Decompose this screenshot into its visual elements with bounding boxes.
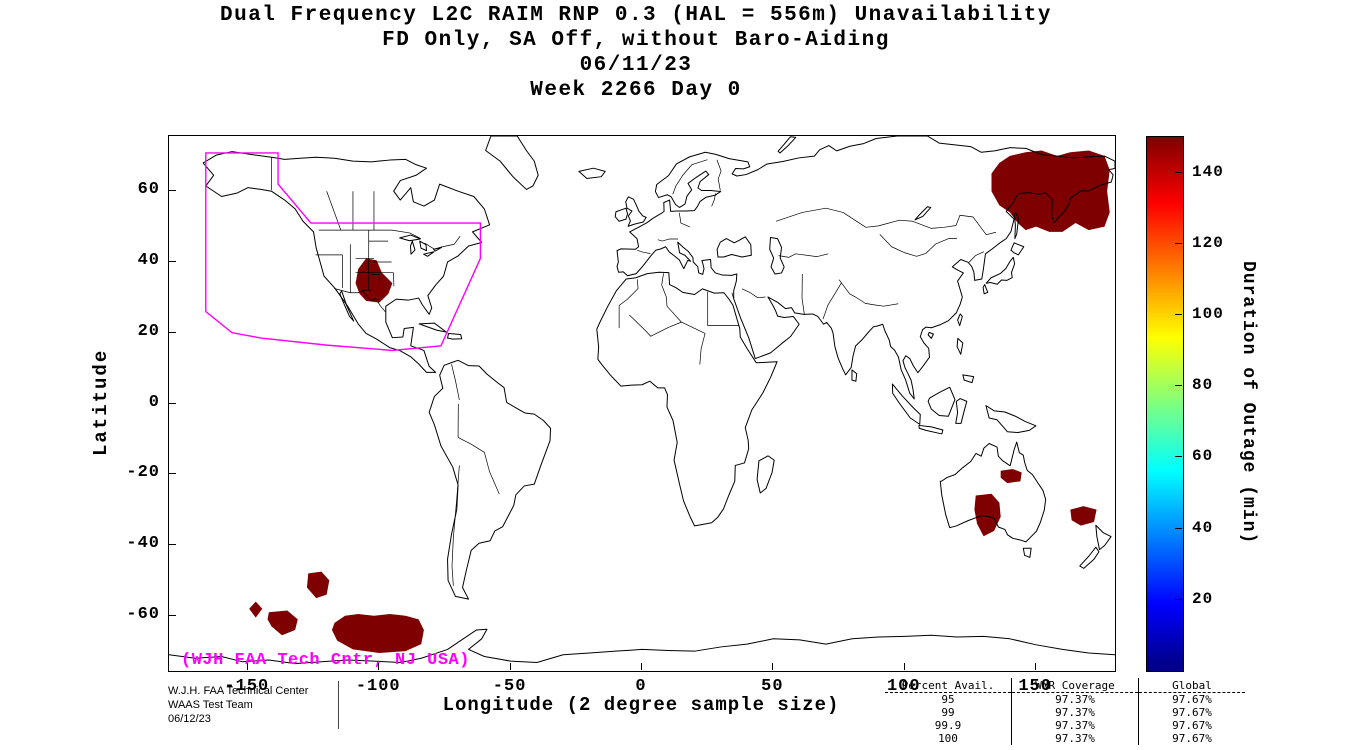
country-borders (271, 157, 995, 585)
x-tick-mark (378, 663, 380, 670)
outage-region (974, 493, 1001, 537)
y-tick-label: -20 (126, 463, 160, 483)
coastline-layer (169, 136, 1115, 664)
outage-layer (249, 150, 1110, 653)
outage-region (991, 150, 1110, 232)
x-tick-label: -150 (224, 677, 270, 696)
outage-region (267, 610, 298, 636)
colorbar-label: Duration of Outage (min) (1238, 260, 1258, 545)
colorbar-tick-label: 120 (1192, 233, 1224, 252)
y-tick-mark (169, 614, 176, 616)
y-axis-label: Latitude (90, 348, 112, 457)
colorbar-tick-label: 100 (1192, 305, 1224, 323)
outage-region (331, 614, 424, 653)
table-cell: 97.37% (1011, 732, 1139, 745)
table-cell: 97.37% (1011, 706, 1139, 719)
y-tick-mark (169, 190, 176, 192)
x-tick-label: 100 (886, 677, 921, 696)
table-cell: 99.9 (934, 719, 962, 732)
x-tick-mark (903, 663, 905, 670)
table-cell: 97.37% (1011, 719, 1139, 732)
colorbar-tick-label: 40 (1192, 518, 1214, 537)
table-cell: 97.67% (1138, 706, 1245, 719)
y-tick-mark (169, 331, 176, 333)
footer-credit-line-3: 06/12/23 (168, 713, 211, 725)
world-map (169, 136, 1115, 671)
y-tick-mark (169, 260, 176, 262)
colorbar-tick-label: 60 (1192, 447, 1214, 466)
map-annotation: (WJH FAA Tech Cntr, NJ USA) (181, 651, 470, 670)
x-tick-mark (509, 663, 511, 670)
table-cell: 97.37% (1011, 692, 1139, 706)
x-tick-label: -50 (492, 677, 527, 696)
x-tick-label: 50 (761, 677, 784, 696)
table-cell: 99 (941, 706, 955, 719)
colorbar-tick-label: 140 (1192, 162, 1224, 181)
x-tick-mark (246, 663, 248, 670)
footer-divider (338, 681, 339, 729)
table-row: 100 97.37% 97.67% (885, 732, 1245, 745)
table-header: WNR Coverage (1011, 678, 1139, 693)
x-tick-mark (772, 663, 774, 670)
outage-region (249, 601, 263, 618)
colorbar-tick-mark (1175, 598, 1182, 600)
availability-table: Percent Avail. WNR Coverage Global 95 97.37%… (885, 678, 1245, 745)
table-cell: 97.67% (1138, 732, 1245, 745)
x-tick-label: 0 (635, 677, 647, 696)
title-line-3: 06/11/23 (579, 54, 693, 77)
waas-service-boundary (206, 153, 481, 350)
colorbar-tick-mark (1175, 456, 1182, 458)
table-row: 99 97.37% 97.67% (885, 706, 1245, 719)
colorbar-tick-mark (1175, 385, 1182, 387)
outage-region (1070, 506, 1097, 526)
y-tick-mark (169, 544, 176, 546)
table-cell: 100 (938, 732, 958, 745)
colorbar-tick-mark (1175, 171, 1182, 173)
map-plot-area: (WJH FAA Tech Cntr, NJ USA) (168, 135, 1116, 672)
figure-title: Dual Frequency L2C RAIM RNP 0.3 (HAL = 5… (0, 3, 1272, 103)
colorbar (1146, 136, 1184, 672)
table-cell: 97.67% (1138, 692, 1245, 706)
y-tick-label: -40 (126, 534, 160, 554)
x-tick-mark (1035, 663, 1037, 670)
table-header: Percent Avail. (885, 678, 1012, 693)
y-tick-label: 0 (148, 392, 160, 412)
waas-boundary-layer (206, 153, 481, 350)
x-tick-label: -100 (355, 677, 401, 696)
colorbar-tick-mark (1175, 242, 1182, 244)
colorbar-tick-mark (1175, 314, 1182, 315)
table-cell: 97.67% (1138, 719, 1245, 732)
table-header: Global (1138, 678, 1245, 693)
y-tick-label: 40 (137, 250, 160, 270)
y-tick-mark (169, 402, 176, 404)
outage-region (306, 571, 330, 599)
outage-region (355, 258, 393, 303)
colorbar-tick-label: 20 (1192, 589, 1214, 608)
colorbar-tick-label: 80 (1192, 376, 1214, 395)
table-cell: 95 (941, 693, 955, 706)
x-tick-label: 150 (1018, 677, 1052, 696)
table-row: 99.9 97.37% 97.67% (885, 719, 1245, 732)
table-row: 95 97.37% 97.67% (885, 692, 1245, 706)
title-line-4: Week 2266 Day 0 (530, 79, 742, 102)
footer-credit-line-2: WAAS Test Team (168, 699, 253, 711)
y-tick-label: 20 (137, 321, 160, 341)
y-tick-label: 60 (137, 180, 160, 200)
x-axis-label: Longitude (2 degree sample size) (442, 694, 840, 716)
colorbar-tick-mark (1175, 527, 1182, 529)
y-tick-label: -60 (126, 604, 160, 624)
outage-region (1000, 468, 1022, 484)
x-tick-mark (641, 663, 642, 670)
footer-credit: W.J.H. FAA Technical Center WAAS Test Te… (168, 684, 308, 726)
footer-credit-line-1: W.J.H. FAA Technical Center (168, 685, 309, 697)
title-line-2: FD Only, SA Off, without Baro-Aiding (382, 29, 890, 52)
y-tick-mark (169, 473, 176, 475)
title-line-1: Dual Frequency L2C RAIM RNP 0.3 (HAL = 5… (219, 4, 1053, 27)
